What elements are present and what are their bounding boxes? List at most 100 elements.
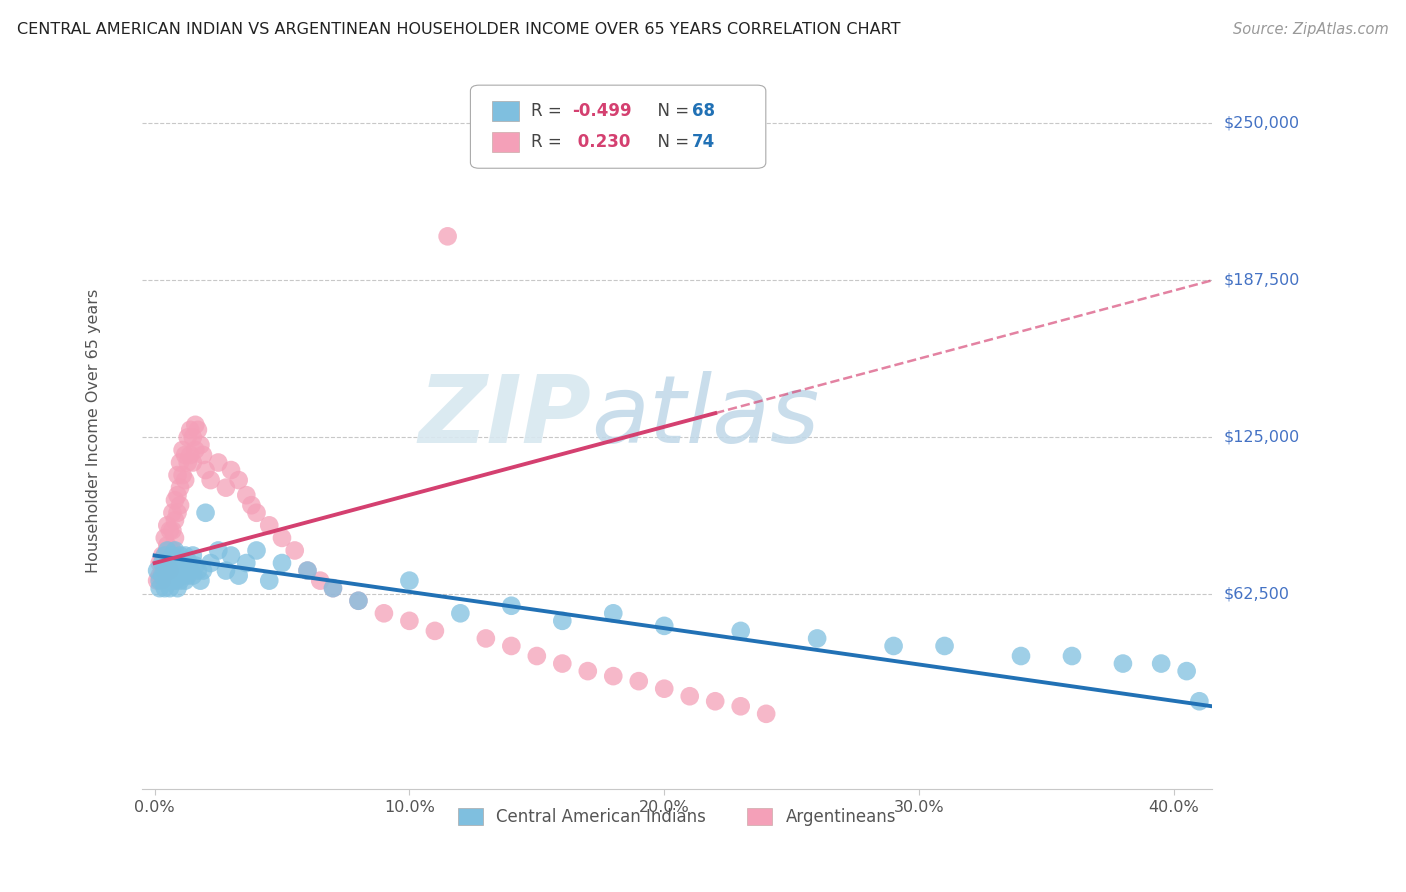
Point: [153, 531, 176, 545]
Point: [149, 574, 172, 588]
Text: N =: N =: [647, 102, 695, 120]
Point: [166, 506, 188, 520]
Point: [177, 456, 200, 470]
Point: [219, 463, 242, 477]
Point: [423, 624, 446, 638]
Point: [1150, 657, 1173, 671]
Point: [163, 513, 186, 527]
Point: [259, 518, 281, 533]
Point: [169, 456, 191, 470]
Point: [163, 531, 186, 545]
Point: [166, 564, 188, 578]
Point: [228, 473, 250, 487]
Point: [1060, 648, 1083, 663]
Point: [679, 690, 702, 704]
Text: N =: N =: [647, 134, 695, 152]
Point: [156, 556, 179, 570]
Point: [174, 448, 197, 462]
Point: [602, 669, 624, 683]
Point: [166, 553, 188, 567]
Point: [159, 581, 181, 595]
Point: [181, 430, 204, 444]
Point: [297, 564, 319, 578]
Point: [162, 549, 184, 563]
Point: [704, 694, 727, 708]
Point: [163, 543, 186, 558]
Point: [162, 524, 184, 538]
Point: [1010, 648, 1032, 663]
Point: [149, 581, 172, 595]
Point: [398, 574, 420, 588]
Point: [526, 648, 548, 663]
Point: [159, 543, 181, 558]
Point: [551, 614, 574, 628]
Point: [207, 543, 229, 558]
Point: [240, 498, 263, 512]
Point: [347, 593, 370, 607]
Point: [172, 556, 194, 570]
Point: [602, 607, 624, 621]
Point: [156, 538, 179, 552]
Point: [181, 456, 204, 470]
Point: [163, 574, 186, 588]
Point: [187, 423, 209, 437]
Point: [190, 574, 212, 588]
Point: [163, 493, 186, 508]
Point: [235, 488, 257, 502]
Point: [162, 543, 184, 558]
FancyBboxPatch shape: [471, 85, 766, 169]
Point: [149, 568, 172, 582]
Point: [245, 543, 267, 558]
Point: [576, 664, 599, 678]
Point: [146, 574, 169, 588]
Point: [551, 657, 574, 671]
Point: [475, 632, 498, 646]
Point: [347, 593, 370, 607]
Point: [156, 574, 179, 588]
Point: [166, 488, 188, 502]
Point: [174, 574, 197, 588]
Point: [322, 581, 344, 595]
Text: atlas: atlas: [592, 371, 820, 462]
Text: CENTRAL AMERICAN INDIAN VS ARGENTINEAN HOUSEHOLDER INCOME OVER 65 YEARS CORRELAT: CENTRAL AMERICAN INDIAN VS ARGENTINEAN H…: [17, 22, 900, 37]
Point: [284, 543, 307, 558]
Point: [177, 553, 200, 567]
Point: [883, 639, 905, 653]
Point: [184, 442, 207, 457]
Point: [169, 549, 191, 563]
Point: [259, 574, 281, 588]
Point: [373, 607, 395, 621]
Point: [1112, 657, 1135, 671]
Point: [194, 463, 217, 477]
Text: $62,500: $62,500: [1223, 587, 1289, 602]
Point: [150, 568, 173, 582]
Point: [169, 498, 191, 512]
Point: [166, 581, 188, 595]
Point: [228, 568, 250, 582]
Point: [309, 574, 332, 588]
Point: [652, 681, 675, 696]
Point: [235, 556, 257, 570]
Point: [153, 564, 176, 578]
Point: [181, 549, 204, 563]
Point: [177, 568, 200, 582]
Point: [153, 549, 176, 563]
Point: [153, 549, 176, 563]
Point: [730, 699, 752, 714]
Point: [163, 558, 186, 573]
Point: [159, 568, 181, 582]
Point: [150, 556, 173, 570]
Text: 0.230: 0.230: [572, 134, 630, 152]
Point: [1175, 664, 1198, 678]
Point: [146, 564, 169, 578]
Point: [190, 438, 212, 452]
Point: [159, 564, 181, 578]
Text: R =: R =: [531, 102, 568, 120]
Text: R =: R =: [531, 134, 568, 152]
Point: [162, 574, 184, 588]
Point: [184, 417, 207, 432]
Point: [297, 564, 319, 578]
Point: [166, 468, 188, 483]
Text: $187,500: $187,500: [1223, 273, 1299, 288]
Point: [162, 564, 184, 578]
